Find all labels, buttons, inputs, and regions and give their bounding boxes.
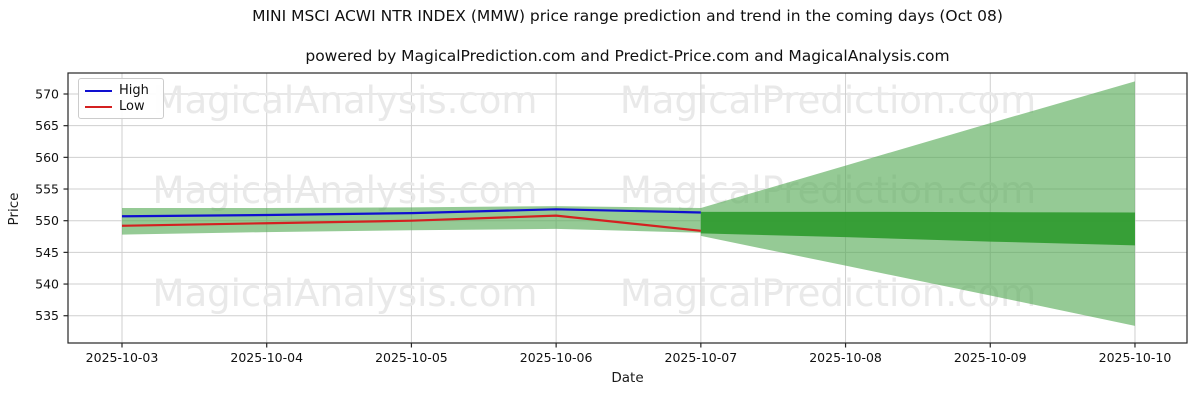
y-tick-label: 550: [35, 213, 59, 228]
x-axis-label: Date: [611, 370, 644, 386]
x-tick-label: 2025-10-10: [1099, 350, 1172, 365]
x-tick-label: 2025-10-04: [230, 350, 303, 365]
x-tick-label: 2025-10-05: [375, 350, 448, 365]
chart-title: MINI MSCI ACWI NTR INDEX (MMW) price ran…: [252, 7, 1003, 25]
legend-label-low: Low: [119, 99, 145, 114]
low-line-swatch: [85, 105, 112, 108]
x-tick-label: 2025-10-03: [86, 350, 159, 365]
legend-item-low: Low: [85, 100, 157, 113]
y-tick-label: 555: [35, 182, 59, 197]
plot-frame: [67, 72, 1188, 344]
watermark-text: MagicalAnalysis.com: [153, 272, 538, 315]
high-line-swatch: [85, 89, 112, 92]
y-tick-label: 545: [35, 245, 59, 260]
y-tick-label: 540: [35, 277, 59, 292]
x-tick-label: 2025-10-09: [954, 350, 1027, 365]
x-tick-label: 2025-10-06: [520, 350, 593, 365]
forecast-core-band: [700, 211, 1135, 246]
watermark-text: MagicalAnalysis.com: [153, 169, 538, 212]
legend-item-high: High: [85, 84, 157, 97]
legend-label-high: High: [119, 83, 149, 98]
x-tick-label: 2025-10-08: [809, 350, 882, 365]
y-axis-label: Price: [6, 192, 22, 226]
y-tick-label: 565: [35, 118, 59, 133]
watermark-text: MagicalAnalysis.com: [153, 79, 538, 122]
y-tick-label: 560: [35, 150, 59, 165]
low-line: [121, 214, 701, 232]
y-tick-label: 570: [35, 87, 59, 102]
forecast-uncertainty-fan: [700, 81, 1135, 326]
chart-subtitle: powered by MagicalPrediction.com and Pre…: [305, 47, 950, 65]
high-line: [121, 208, 701, 218]
legend: High Low: [78, 78, 164, 119]
x-tick-label: 2025-10-07: [665, 350, 738, 365]
y-tick-label: 535: [35, 308, 59, 323]
watermark-text: MagicalPrediction.com: [620, 79, 1036, 122]
